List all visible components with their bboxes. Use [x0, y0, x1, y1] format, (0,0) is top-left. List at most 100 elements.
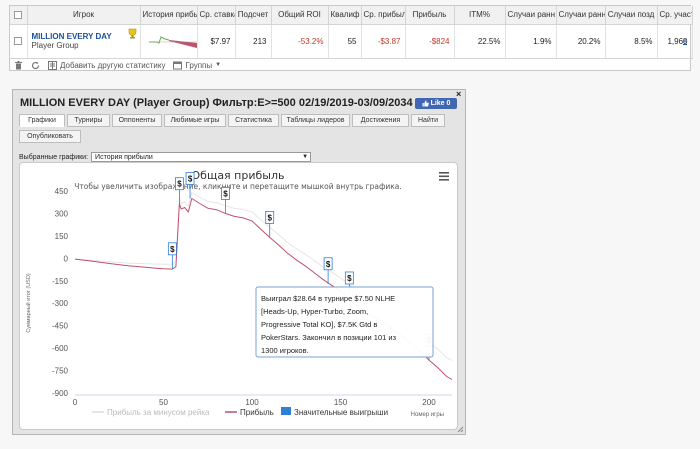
chart-selector-label: Выбранные графики: — [19, 153, 89, 161]
tab-statistics[interactable]: Статистика — [228, 114, 279, 127]
y-axis-ticks: 450 300 150 0 -150 -300 -450 -600 -750 -900 — [52, 187, 69, 398]
add-stat-label: Добавить другую статистику — [60, 60, 166, 70]
profit-sparkline[interactable] — [145, 31, 197, 51]
chart-container[interactable]: Общая прибыль Чтобы увеличить изображени… — [19, 162, 458, 430]
chart-selector-row: Выбранные графики: История прибыли ▼ — [19, 152, 312, 162]
tooltip-line-2: [Heads-Up, Hyper-Turbo, Zoom, — [261, 307, 368, 316]
svg-text:$: $ — [223, 189, 228, 198]
tab-opponents[interactable]: Оппоненты — [112, 114, 162, 127]
header-profit[interactable]: Прибыль — [405, 6, 455, 25]
big-win-flag[interactable]: $ — [167, 242, 177, 269]
itm-value: 22.5% — [454, 24, 506, 59]
row-checkbox[interactable] — [14, 37, 23, 46]
early-2-value: 20.2% — [556, 24, 606, 59]
x-tick-label: 200 — [422, 398, 436, 407]
y-tick-label: -750 — [52, 367, 69, 376]
tab-find[interactable]: Найти — [411, 114, 445, 127]
big-win-flag[interactable]: $ — [323, 257, 333, 284]
player-name[interactable]: MILLION EVERY DAY — [31, 32, 112, 41]
y-axis-label: Суммарный итог (USD) — [25, 273, 32, 332]
tab-charts[interactable]: Графики — [19, 114, 65, 127]
header-itm[interactable]: ITM% — [454, 6, 506, 25]
legend-item-profit[interactable]: Прибыль — [225, 408, 274, 417]
avg-stake-value: $7.97 — [197, 24, 236, 59]
y-tick-label: -450 — [52, 322, 69, 331]
tab-tournaments[interactable]: Турниры — [67, 114, 110, 127]
x-tick-label: 100 — [245, 398, 259, 407]
trash-icon[interactable] — [14, 60, 23, 70]
big-win-flag[interactable]: $ — [185, 172, 195, 199]
svg-text:$: $ — [326, 260, 331, 269]
y-tick-label: 150 — [55, 232, 69, 241]
row-select-cell[interactable] — [10, 24, 28, 59]
roi-value: -53.2% — [271, 24, 329, 59]
qualif-value: 55 — [328, 24, 362, 59]
refresh-icon[interactable] — [31, 61, 40, 70]
late-value: 8.5% — [605, 24, 658, 59]
big-win-flag[interactable]: $ — [265, 210, 275, 238]
facebook-like-button[interactable]: Like 0 — [415, 98, 457, 109]
trophy-icon — [128, 28, 136, 38]
player-panel: MILLION EVERY DAY (Player Group) Фильтр:… — [12, 89, 466, 435]
header-profit-history[interactable]: История прибыли — [140, 6, 198, 25]
header-count[interactable]: Подсчет — [235, 6, 272, 25]
chart-title: Общая прибыль — [192, 169, 285, 182]
legend-item-rakeless[interactable]: Прибыль за минусом рейка — [92, 408, 210, 417]
x-tick-label: 0 — [73, 398, 78, 407]
groups-icon — [173, 61, 183, 69]
header-roi[interactable]: Общий ROI — [271, 6, 329, 25]
legend-item-big-wins[interactable]: Значительные выигрыши — [281, 407, 388, 417]
select-all-header[interactable] — [10, 6, 28, 25]
y-tick-label: -900 — [52, 389, 69, 398]
header-avg-entrants[interactable]: Ср. участники — [657, 6, 693, 25]
chart-tooltip: Выиграл $28.64 в турнире $7.50 NLHE [Hea… — [255, 286, 434, 358]
resize-grip-icon[interactable] — [457, 426, 464, 433]
big-win-flag[interactable]: $ — [221, 187, 230, 214]
thumbs-up-icon — [422, 100, 429, 107]
header-qualif[interactable]: Квалиф — [328, 6, 362, 25]
chart-subtitle: Чтобы увеличить изображение, кликните и … — [74, 182, 402, 191]
avg-profit-value: -$3.87 — [361, 24, 406, 59]
table-row: MILLION EVERY DAY Player Group $7.97 213… — [10, 24, 693, 59]
header-early-2[interactable]: Случаи ранн — [556, 6, 606, 25]
header-avg-profit[interactable]: Ср. прибыль — [361, 6, 406, 25]
x-axis-label: Номер игры — [411, 412, 444, 418]
header-player[interactable]: Игрок — [27, 6, 141, 25]
legend-profit-label: Прибыль — [240, 408, 274, 417]
y-tick-label: -600 — [52, 344, 69, 353]
header-late[interactable]: Случаи позд — [605, 6, 658, 25]
player-cell: MILLION EVERY DAY Player Group — [27, 24, 141, 59]
chart-selector-value: История прибыли — [95, 153, 153, 161]
avg-entrants-value: 1,960 — [657, 24, 693, 59]
add-stat-button[interactable]: Добавить другую статистику — [48, 60, 166, 70]
header-early-1[interactable]: Случаи ранн — [505, 6, 557, 25]
chart-menu-icon[interactable] — [439, 172, 449, 181]
y-tick-label: -300 — [52, 299, 69, 308]
tab-favorite-games[interactable]: Любимые игры — [164, 114, 226, 127]
svg-text:$: $ — [347, 274, 352, 283]
x-tick-label: 150 — [334, 398, 348, 407]
svg-text:$: $ — [267, 213, 272, 222]
select-all-checkbox[interactable] — [14, 11, 23, 20]
y-tick-label: 0 — [64, 254, 69, 263]
remove-row-link[interactable]: x — [683, 36, 687, 45]
panel-close-button[interactable]: × — [456, 89, 462, 99]
tab-leaderboards[interactable]: Таблицы лидеров — [281, 114, 350, 127]
profit-value: -$824 — [405, 24, 455, 59]
tooltip-line-3: Progressive Total KO], $7.5K Gtd в — [261, 320, 377, 329]
chart-selector[interactable]: История прибыли ▼ — [91, 152, 312, 162]
header-avg-stake[interactable]: Ср. ставка — [197, 6, 236, 25]
big-win-flag[interactable]: $ — [175, 177, 184, 204]
tab-achievements[interactable]: Достижения — [352, 114, 409, 127]
tooltip-line-5: 1300 игроков. — [261, 346, 309, 355]
count-value: 213 — [235, 24, 272, 59]
legend: Прибыль за минусом рейка Прибыль Значите… — [92, 407, 388, 417]
chevron-down-icon: ▼ — [215, 62, 222, 68]
profit-sparkline-cell[interactable] — [140, 24, 198, 59]
stats-panel: Игрок История прибыли Ср. ставка Подсчет… — [9, 5, 693, 71]
profit-chart[interactable]: Общая прибыль Чтобы увеличить изображени… — [20, 163, 457, 429]
tab-publish[interactable]: Опубликовать — [19, 130, 81, 143]
add-stat-icon — [48, 60, 57, 70]
svg-text:$: $ — [177, 180, 182, 189]
groups-dropdown[interactable]: Группы ▼ — [173, 61, 221, 70]
